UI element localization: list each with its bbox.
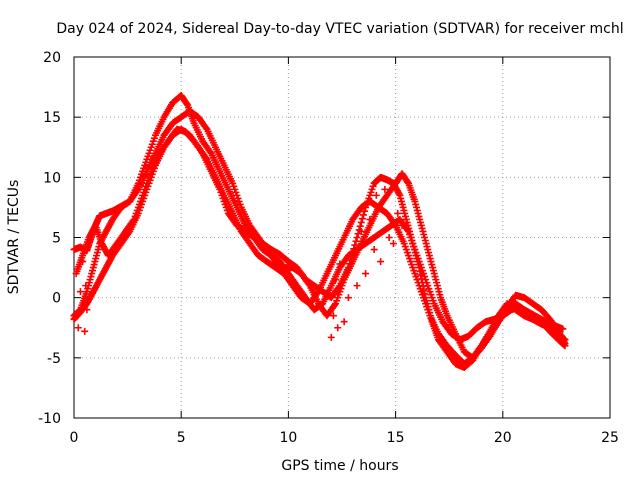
data-point xyxy=(206,148,214,156)
data-point xyxy=(330,301,338,309)
y-axis-label: SDTVAR / TECUs xyxy=(6,180,22,295)
x-axis-label: GPS time / hours xyxy=(281,458,398,474)
y-tick-label: 10 xyxy=(43,170,61,186)
data-point xyxy=(394,209,402,217)
y-tick-label: 0 xyxy=(52,291,61,307)
data-point xyxy=(83,306,91,314)
data-point xyxy=(353,282,361,290)
data-point xyxy=(336,260,344,268)
data-point xyxy=(202,154,210,162)
data-point xyxy=(349,252,357,260)
data-point xyxy=(395,190,403,198)
data-point xyxy=(362,270,370,278)
data-point xyxy=(366,215,374,223)
data-point xyxy=(353,234,361,241)
x-tick-label: 5 xyxy=(177,430,186,446)
series-track-4 xyxy=(70,125,569,368)
series-noise-spikes xyxy=(74,185,406,341)
data-point xyxy=(202,124,210,132)
data-point xyxy=(389,240,397,248)
data-point xyxy=(334,324,342,332)
data-point xyxy=(79,258,87,266)
data-point xyxy=(357,218,365,226)
data-point xyxy=(385,234,393,241)
y-tick-label: -5 xyxy=(47,351,61,367)
data-point xyxy=(352,237,360,245)
chart-title: Day 024 of 2024, Sidereal Day-to-day VTE… xyxy=(56,21,623,37)
data-point xyxy=(125,229,133,237)
y-tick-label: -10 xyxy=(38,411,61,427)
data-point xyxy=(377,258,385,266)
x-tick-label: 0 xyxy=(70,430,79,446)
data-point xyxy=(358,215,366,223)
x-tick-label: 15 xyxy=(387,430,405,446)
data-point xyxy=(327,333,335,341)
data-point xyxy=(561,342,569,350)
data-point xyxy=(74,324,82,332)
data-point xyxy=(403,226,411,234)
data-point xyxy=(370,246,378,254)
data-point xyxy=(391,220,399,228)
data-point xyxy=(305,280,313,288)
y-tick-label: 5 xyxy=(52,231,61,247)
data-points xyxy=(70,92,569,371)
x-tick-label: 25 xyxy=(601,430,619,446)
y-tick-label: 20 xyxy=(43,50,61,66)
data-point xyxy=(559,325,567,333)
data-point xyxy=(357,227,365,235)
axis-ticks: 0 5 10 15 20 25 -10 -5 0 5 10 15 20 xyxy=(38,50,619,446)
data-point xyxy=(381,185,389,193)
data-point xyxy=(313,289,321,297)
x-tick-label: 10 xyxy=(279,430,297,446)
x-tick-label: 20 xyxy=(494,430,512,446)
data-point xyxy=(332,276,340,284)
data-point xyxy=(133,187,141,195)
data-point xyxy=(329,312,337,320)
y-tick-label: 15 xyxy=(43,110,61,126)
data-point xyxy=(81,327,89,335)
data-point xyxy=(398,221,406,229)
data-point xyxy=(356,222,364,230)
data-point xyxy=(340,318,348,326)
data-point xyxy=(76,288,84,296)
data-point xyxy=(82,282,90,290)
data-point xyxy=(344,294,352,302)
data-point xyxy=(359,211,367,219)
data-point xyxy=(372,191,380,199)
